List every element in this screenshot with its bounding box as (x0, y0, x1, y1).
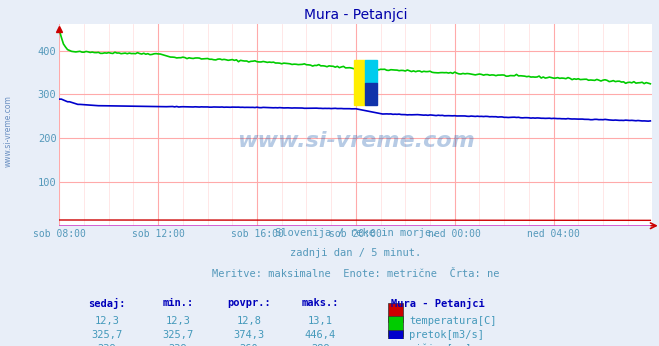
Text: zadnji dan / 5 minut.: zadnji dan / 5 minut. (290, 248, 422, 258)
Text: www.si-vreme.com: www.si-vreme.com (237, 131, 474, 151)
Bar (365, 61, 377, 83)
Text: 12,3: 12,3 (165, 316, 190, 326)
Text: sedaj:: sedaj: (88, 298, 125, 309)
Text: Slovenija / reke in morje.: Slovenija / reke in morje. (275, 228, 437, 238)
Text: 239: 239 (169, 344, 187, 346)
Bar (389, 316, 403, 336)
Text: pretok[m3/s]: pretok[m3/s] (409, 330, 484, 340)
Text: višina[cm]: višina[cm] (409, 344, 472, 346)
Title: Mura - Petanjci: Mura - Petanjci (304, 8, 408, 22)
Text: www.si-vreme.com: www.si-vreme.com (3, 95, 13, 167)
Text: 13,1: 13,1 (308, 316, 333, 326)
Text: povpr.:: povpr.: (227, 298, 271, 308)
Text: Meritve: maksimalne  Enote: metrične  Črta: ne: Meritve: maksimalne Enote: metrične Črta… (212, 269, 500, 279)
Text: 12,8: 12,8 (237, 316, 262, 326)
Text: 325,7: 325,7 (162, 330, 194, 340)
Bar (389, 330, 403, 346)
Bar (354, 61, 365, 105)
Bar (389, 303, 403, 322)
Text: 239: 239 (98, 344, 116, 346)
Text: 374,3: 374,3 (233, 330, 265, 340)
Text: 12,3: 12,3 (94, 316, 119, 326)
Text: min.:: min.: (162, 298, 194, 308)
Text: maks.:: maks.: (302, 298, 339, 308)
Text: temperatura[C]: temperatura[C] (409, 316, 497, 326)
Text: Mura - Petanjci: Mura - Petanjci (391, 298, 485, 309)
Bar (365, 83, 377, 105)
Text: 325,7: 325,7 (91, 330, 123, 340)
Text: 289: 289 (311, 344, 330, 346)
Text: 446,4: 446,4 (304, 330, 336, 340)
Text: 260: 260 (240, 344, 258, 346)
